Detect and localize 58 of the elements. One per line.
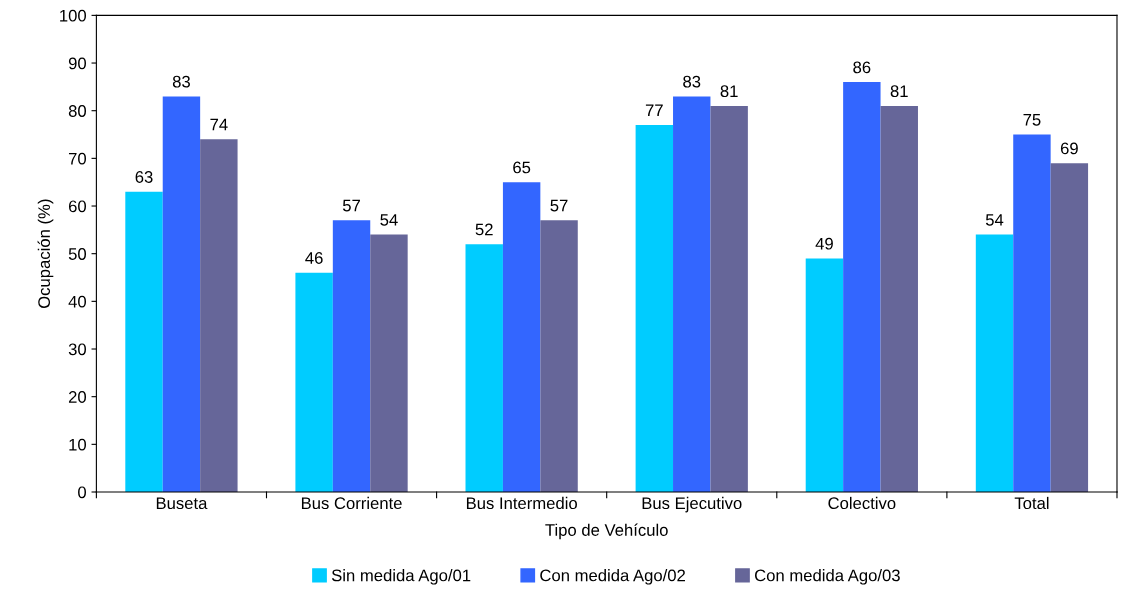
- data-label: 74: [210, 118, 228, 131]
- bar: [502, 182, 541, 492]
- bar: [200, 139, 238, 492]
- bar: [673, 96, 711, 492]
- y-tick-label: 60: [68, 200, 87, 213]
- bar: [635, 125, 674, 492]
- x-tick-label: Bus Corriente: [301, 496, 402, 510]
- y-tick-label: 20: [68, 391, 87, 403]
- bar: [1050, 163, 1089, 492]
- bar: [540, 220, 578, 492]
- data-label: 57: [342, 199, 360, 212]
- data-label: 46: [305, 252, 323, 264]
- data-label: 63: [135, 171, 153, 183]
- x-tick-label: Total: [1014, 496, 1049, 510]
- y-tick-label: 0: [78, 486, 87, 499]
- bar: [1013, 134, 1051, 492]
- bar: [332, 220, 371, 492]
- data-label: 81: [720, 85, 738, 98]
- data-label: 75: [1023, 114, 1041, 126]
- bar: [465, 244, 503, 492]
- legend-label: Sin medida Ago/01: [331, 569, 471, 585]
- x-axis-title: Tipo de Vehículo: [545, 523, 668, 540]
- y-tick-label: 80: [68, 105, 87, 117]
- bar: [880, 105, 918, 492]
- data-label: 69: [1060, 142, 1078, 155]
- y-tick-label: 40: [68, 295, 87, 308]
- legend-label: Con medida Ago/02: [540, 569, 685, 585]
- data-label: 54: [985, 214, 1004, 226]
- data-label: 49: [815, 237, 833, 250]
- data-label: 77: [645, 104, 663, 116]
- bar: [805, 258, 844, 492]
- y-tick-label: 50: [68, 248, 87, 260]
- x-tick-label: Buseta: [156, 497, 208, 510]
- bar: [710, 105, 748, 492]
- y-tick-label: 100: [60, 9, 87, 22]
- y-axis-title: Ocupación (%): [37, 199, 54, 309]
- data-label: 83: [683, 75, 701, 88]
- bar: [295, 272, 333, 492]
- x-tick-label: Colectivo: [828, 496, 896, 510]
- y-tick-label: 90: [68, 57, 87, 70]
- y-tick-label: 30: [68, 343, 87, 356]
- data-label: 83: [172, 75, 190, 88]
- bar: [975, 234, 1014, 492]
- data-label: 52: [475, 223, 493, 236]
- data-label: 54: [380, 214, 398, 226]
- data-label: 57: [550, 199, 568, 212]
- y-tick-label: 70: [68, 152, 87, 165]
- bar: [125, 191, 163, 492]
- y-tick-label: 10: [69, 438, 87, 451]
- x-tick-label: Bus Intermedio: [466, 496, 577, 510]
- x-tick-label: Bus Ejecutivo: [642, 496, 742, 513]
- legend-label: Con medida Ago/03: [754, 569, 900, 585]
- bar: [162, 96, 201, 492]
- data-label: 86: [853, 61, 871, 74]
- bar: [843, 82, 881, 492]
- data-label: 81: [890, 85, 908, 98]
- bar: [370, 234, 408, 492]
- data-label: 65: [513, 161, 531, 174]
